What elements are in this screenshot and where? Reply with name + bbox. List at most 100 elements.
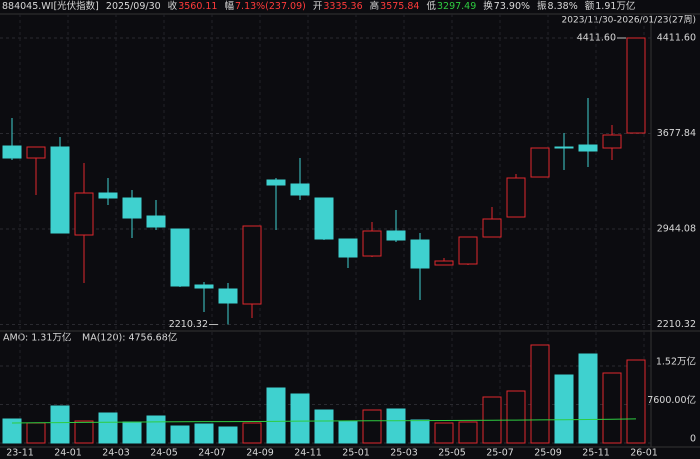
candle-body [122,197,142,219]
header-label: 振 [537,1,547,12]
candle-body [50,146,70,234]
x-tick-label: 25-03 [390,448,418,459]
header-item: 884045.WI[光伏指数] [2,0,99,13]
header-item: 开3335.36 [313,0,363,13]
candle-body [482,218,502,238]
volume-bar [626,359,646,444]
x-tick-label: 25-01 [342,448,370,459]
volume-bar [314,409,334,444]
candle-body [458,236,478,265]
y-tick-label: 0 [690,434,696,445]
candle-body [98,192,118,199]
volume-bar [26,422,46,444]
header-label: 额 [584,1,595,12]
date-range: 2023/11/30-2026/01/23(27周) [562,15,696,26]
volume-bar [74,420,94,444]
ma-line [11,418,637,424]
candle-body [506,177,526,218]
candle-body [338,238,358,258]
header-item: 收3560.11 [168,0,218,13]
header-value: 884045.WI[光伏指数] [2,1,99,12]
header-label: 低 [426,1,436,12]
candle-body [410,239,430,269]
candle-body [434,260,454,266]
header-label: 开 [312,1,323,12]
volume-bar [266,387,286,444]
candle-body [26,146,46,159]
volume-bar [554,374,574,444]
annotation: 2210.32 [169,319,208,330]
volume-bar [290,393,310,444]
y-tick-label: 2210.32 [657,319,696,330]
volume-bar [434,422,454,444]
x-tick-label: 24-01 [54,448,82,459]
ma-label: MA(120): 4756.68亿 [82,332,177,344]
header-value: 2025/09/30 [105,1,161,12]
header-item: 高3575.84 [370,0,420,13]
volume-bar [338,420,358,444]
volume-bar [578,353,598,444]
candle-body [242,225,262,305]
x-tick-label: 24-07 [198,448,226,459]
volume-bar [50,405,70,444]
header-label: 幅 [224,1,234,12]
volume-bar [362,409,382,444]
candle-body [2,145,22,159]
volume-bar [242,422,262,444]
x-tick-label: 25-05 [438,448,466,459]
y-tick-label: 7600.00亿 [647,394,696,406]
header-item: 低3297.49 [426,0,476,13]
candle-body [386,230,406,241]
candle-body [146,215,166,228]
candle-body [290,183,310,196]
candle-body [266,179,286,186]
header-value: 3297.49 [436,1,477,12]
y-tick-label: 1.52万亿 [656,355,696,367]
x-tick-label: 26-01 [630,448,658,459]
header-value: 3575.84 [380,1,420,12]
volume-bar [146,415,166,444]
y-tick-label: 2944.08 [657,224,696,235]
candle-body [602,134,622,149]
x-tick-label: 24-03 [102,448,130,459]
x-tick-label: 24-05 [150,448,178,459]
volume-bar [218,426,238,444]
candle-body [626,37,646,134]
y-tick-label: 3677.84 [657,128,696,139]
volume-bar [506,390,526,444]
volume-bar [410,419,430,444]
candle-body [74,192,94,236]
candle-body [578,144,598,152]
header-label: 换 [483,1,493,12]
candle-body [170,228,190,287]
header: 884045.WI[光伏指数] 2025/09/30 收3560.11 幅7.13%(… [2,0,635,13]
volume-bar [194,423,214,444]
volume-bar [2,418,22,444]
header-item: 振8.38% [537,0,578,13]
header-value: 1.91万亿 [595,1,636,12]
candle-body [362,230,382,257]
header-label: 高 [369,1,380,12]
header-item: 换73.90% [483,0,530,13]
candle-body [314,197,334,240]
volume-bar [386,408,406,444]
header-value: 8.38% [547,1,578,12]
candle-body [194,284,214,289]
header-value: 73.90% [493,1,531,12]
x-tick-label: 25-09 [534,448,562,459]
annotation: 4411.60 [577,33,616,44]
x-tick-label: 24-11 [294,448,322,459]
volume-bar [530,344,550,444]
x-tick-label: 24-09 [246,448,274,459]
x-tick-label: 25-11 [582,448,610,459]
header-value: 3560.11 [178,1,218,12]
candle-body [554,146,574,149]
candle-body [530,147,550,178]
x-tick-label: 23-11 [6,448,34,459]
header-item: 额1.91万亿 [585,0,636,13]
volume-bar [602,372,622,444]
volume-bar [98,412,118,444]
header-value: 7.13%(237.09) [235,1,306,12]
volume-bar [458,421,478,444]
